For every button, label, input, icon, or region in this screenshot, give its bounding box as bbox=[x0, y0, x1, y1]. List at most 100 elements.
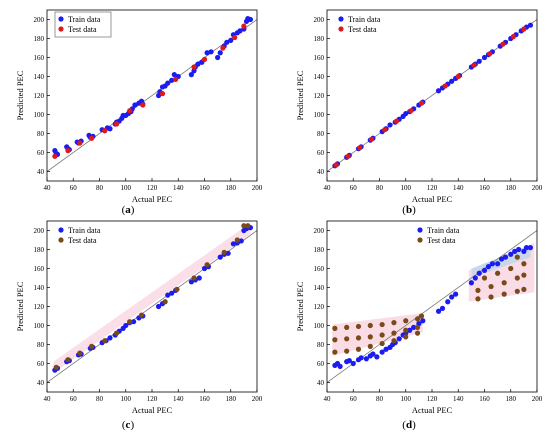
test-point bbox=[508, 265, 514, 272]
test-point bbox=[475, 287, 481, 293]
test-point bbox=[204, 262, 210, 268]
test-point bbox=[191, 275, 197, 281]
y-tick-label: 140 bbox=[314, 73, 325, 81]
panel-label-close: ) bbox=[412, 419, 416, 431]
x-tick-label: 200 bbox=[532, 184, 543, 192]
test-point bbox=[65, 357, 71, 363]
test-point bbox=[159, 91, 166, 97]
test-point bbox=[345, 153, 351, 159]
x-tick-label: 80 bbox=[96, 184, 104, 192]
train-point bbox=[411, 324, 417, 330]
y-tick-label: 40 bbox=[317, 379, 325, 387]
legend-marker bbox=[417, 237, 423, 243]
train-point bbox=[476, 270, 482, 276]
train-point bbox=[407, 327, 413, 333]
y-axis-label: Predicted PEC bbox=[15, 281, 25, 331]
y-tick-label: 120 bbox=[34, 303, 45, 311]
x-tick-label: 180 bbox=[506, 395, 517, 403]
train-point bbox=[225, 250, 231, 256]
legend-label: Train data bbox=[68, 226, 101, 235]
panel-label: (d) bbox=[402, 419, 416, 431]
x-tick-label: 40 bbox=[324, 395, 332, 403]
train-point bbox=[374, 354, 380, 360]
train-point bbox=[195, 61, 201, 67]
x-tick-label: 60 bbox=[70, 395, 78, 403]
x-tick-label: 60 bbox=[70, 184, 78, 192]
train-point bbox=[131, 319, 137, 325]
train-point bbox=[247, 16, 254, 23]
test-point bbox=[408, 108, 414, 114]
train-point bbox=[228, 37, 234, 44]
test-point bbox=[418, 313, 425, 319]
series-test bbox=[333, 26, 527, 168]
x-tick-label: 80 bbox=[376, 184, 384, 192]
test-point bbox=[89, 343, 95, 349]
x-axis-label: Actual PEC bbox=[132, 405, 173, 415]
x-axis-label: Actual PEC bbox=[412, 405, 453, 415]
panel-a: 40 60 80 100 120 140 160 180 200 40 60 80 100 120 140 1… bbox=[15, 9, 263, 216]
train-point bbox=[495, 261, 501, 267]
test-point bbox=[102, 338, 108, 344]
test-point bbox=[418, 100, 425, 106]
legend-label: Test data bbox=[348, 25, 377, 34]
train-point bbox=[363, 356, 369, 362]
test-point bbox=[344, 348, 350, 354]
test-point bbox=[414, 316, 421, 322]
train-point bbox=[521, 248, 527, 254]
train-point bbox=[165, 80, 171, 86]
x-tick-label: 140 bbox=[173, 184, 184, 192]
y-tick-label: 120 bbox=[314, 303, 325, 311]
train-point bbox=[439, 305, 446, 311]
test-point bbox=[403, 318, 409, 324]
train-point bbox=[350, 360, 356, 367]
test-point bbox=[355, 346, 362, 352]
test-point bbox=[140, 102, 146, 108]
test-point bbox=[191, 64, 197, 70]
test-point bbox=[367, 322, 373, 329]
confidence-band bbox=[53, 222, 251, 373]
test-point bbox=[475, 296, 481, 302]
legend-label: Test data bbox=[68, 236, 97, 245]
train-point bbox=[449, 78, 455, 84]
test-point bbox=[89, 135, 95, 141]
test-point bbox=[382, 127, 388, 133]
test-point bbox=[367, 334, 373, 340]
panel-label-open: ( bbox=[402, 419, 406, 431]
series-test bbox=[332, 254, 527, 355]
train-point bbox=[208, 49, 214, 55]
panel-c: 40 60 80 100 120 140 160 180 200 40 60 80 100 120 140 1… bbox=[15, 220, 263, 431]
train-point bbox=[383, 346, 389, 352]
x-tick-label: 160 bbox=[479, 395, 490, 403]
train-point bbox=[476, 58, 482, 64]
test-point bbox=[379, 332, 385, 338]
y-tick-label: 80 bbox=[317, 130, 325, 138]
train-point bbox=[387, 122, 393, 128]
y-axis-label: Predicted PEC bbox=[295, 281, 305, 331]
y-tick-label: 160 bbox=[34, 265, 45, 273]
test-point bbox=[521, 286, 527, 292]
panel-label-close: ) bbox=[130, 419, 134, 431]
train-point bbox=[516, 246, 522, 253]
test-point bbox=[332, 337, 338, 343]
test-point bbox=[355, 323, 362, 330]
legend-marker bbox=[338, 16, 344, 22]
x-tick-label: 100 bbox=[121, 395, 132, 403]
legend-marker bbox=[58, 237, 64, 243]
test-point bbox=[481, 275, 488, 281]
test-point bbox=[501, 291, 507, 297]
panel-label-open: ( bbox=[402, 204, 406, 216]
panel-label-letter: a bbox=[125, 204, 131, 216]
test-point bbox=[488, 294, 494, 300]
y-tick-label: 200 bbox=[314, 227, 325, 235]
test-point bbox=[357, 145, 363, 151]
panel-label: (a) bbox=[122, 204, 135, 216]
y-tick-label: 140 bbox=[34, 73, 45, 81]
test-point bbox=[414, 324, 421, 330]
train-point bbox=[420, 318, 426, 324]
test-point bbox=[234, 237, 240, 243]
test-point bbox=[495, 270, 501, 276]
train-point bbox=[132, 102, 138, 108]
legend-marker bbox=[58, 26, 64, 32]
